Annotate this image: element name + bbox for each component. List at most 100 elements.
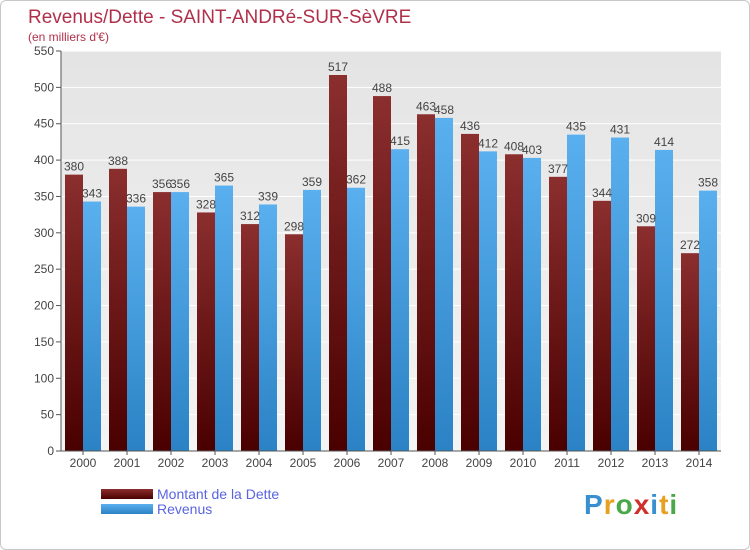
data-label-revenus: 403 <box>522 143 542 157</box>
chart-title: Revenus/Dette - SAINT-ANDRé-SUR-SèVRE <box>28 7 412 28</box>
data-label-debt: 272 <box>680 238 700 252</box>
data-label-debt: 517 <box>328 60 348 74</box>
x-tick-label: 2010 <box>510 456 537 470</box>
data-label-debt: 298 <box>284 219 304 233</box>
y-tick-label: 550 <box>34 44 54 58</box>
data-label-revenus: 414 <box>654 135 674 149</box>
bar-debt <box>153 192 171 451</box>
x-tick-label: 2005 <box>290 456 317 470</box>
data-label-revenus: 431 <box>610 123 630 137</box>
data-label-revenus: 362 <box>346 173 366 187</box>
bar-debt <box>373 96 391 451</box>
bar-revenus <box>655 149 673 451</box>
bar-revenus <box>479 151 497 451</box>
bar-debt <box>109 168 127 451</box>
y-tick-label: 450 <box>34 117 54 131</box>
x-tick-label: 2009 <box>466 456 493 470</box>
data-label-debt: 436 <box>460 119 480 133</box>
bar-debt <box>417 114 435 451</box>
bar-debt <box>593 200 611 451</box>
x-tick-label: 2002 <box>158 456 185 470</box>
y-tick-label: 350 <box>34 189 54 203</box>
y-tick-label: 100 <box>34 371 54 385</box>
data-label-debt: 309 <box>636 211 656 225</box>
data-label-revenus: 356 <box>170 177 190 191</box>
x-tick-label: 2008 <box>422 456 449 470</box>
y-tick-label: 200 <box>34 299 54 313</box>
y-tick-label: 0 <box>47 444 54 458</box>
legend-swatch-debt <box>101 489 153 499</box>
x-tick-label: 2014 <box>686 456 713 470</box>
bar-debt <box>241 224 259 451</box>
x-tick-label: 2011 <box>554 456 580 470</box>
logo-letter: i <box>650 489 660 520</box>
data-label-revenus: 336 <box>126 192 146 206</box>
data-label-revenus: 415 <box>390 134 410 148</box>
logo-letter: o <box>615 489 634 520</box>
y-tick-label: 50 <box>41 408 55 422</box>
data-label-revenus: 358 <box>698 176 718 190</box>
bar-revenus <box>83 201 101 451</box>
bar-debt <box>681 253 699 451</box>
bar-debt <box>197 212 215 451</box>
proxiti-logo: Proxiti <box>584 489 678 521</box>
x-tick-label: 2001 <box>114 456 141 470</box>
x-tick-label: 2012 <box>598 456 625 470</box>
bar-revenus <box>171 192 189 451</box>
logo-letter: r <box>603 489 616 520</box>
data-label-debt: 408 <box>504 139 524 153</box>
bar-debt <box>461 133 479 451</box>
y-tick-label: 250 <box>34 262 54 276</box>
x-tick-label: 2003 <box>202 456 229 470</box>
data-label-revenus: 359 <box>302 175 322 189</box>
bar-revenus <box>391 149 409 451</box>
bar-revenus <box>699 190 717 452</box>
bar-revenus <box>303 189 321 451</box>
bar-debt <box>549 176 567 451</box>
y-tick-label: 500 <box>34 80 54 94</box>
x-tick-label: 2000 <box>70 456 97 470</box>
x-tick-label: 2006 <box>334 456 361 470</box>
data-label-revenus: 435 <box>566 120 586 134</box>
bar-debt <box>65 174 83 452</box>
logo-letter: P <box>584 489 604 520</box>
data-label-debt: 356 <box>152 177 172 191</box>
bar-revenus <box>259 204 277 451</box>
data-label-debt: 388 <box>108 154 128 168</box>
logo-letter: t <box>659 489 670 520</box>
x-tick-label: 2007 <box>378 456 405 470</box>
x-tick-label: 2013 <box>642 456 669 470</box>
bar-debt <box>329 75 347 451</box>
logo-letter: i <box>669 489 679 520</box>
bar-revenus <box>347 187 365 451</box>
bar-revenus <box>215 185 233 451</box>
x-tick-label: 2004 <box>246 456 273 470</box>
bar-revenus <box>127 206 145 451</box>
bar-revenus <box>611 137 629 451</box>
data-label-debt: 380 <box>64 160 84 174</box>
legend-label-revenus: Revenus <box>157 501 213 517</box>
bar-debt <box>505 154 523 452</box>
bar-debt <box>285 234 303 451</box>
y-tick-label: 300 <box>34 226 54 240</box>
data-label-debt: 488 <box>372 81 392 95</box>
data-label-debt: 377 <box>548 162 568 176</box>
data-label-revenus: 458 <box>434 103 454 117</box>
legend-label-debt: Montant de la Dette <box>157 486 280 502</box>
bar-revenus <box>523 157 541 451</box>
data-label-debt: 463 <box>416 99 436 113</box>
data-label-revenus: 343 <box>82 187 102 201</box>
data-label-revenus: 339 <box>258 189 278 203</box>
data-label-debt: 344 <box>592 186 612 200</box>
bar-debt <box>637 226 655 451</box>
bar-revenus <box>567 134 585 452</box>
logo-letter: x <box>633 489 651 520</box>
y-tick-label: 150 <box>34 335 54 349</box>
y-tick-label: 400 <box>34 153 54 167</box>
data-label-revenus: 412 <box>478 136 498 150</box>
data-label-debt: 312 <box>240 209 260 223</box>
data-label-debt: 328 <box>196 197 216 211</box>
data-label-revenus: 365 <box>214 171 234 185</box>
